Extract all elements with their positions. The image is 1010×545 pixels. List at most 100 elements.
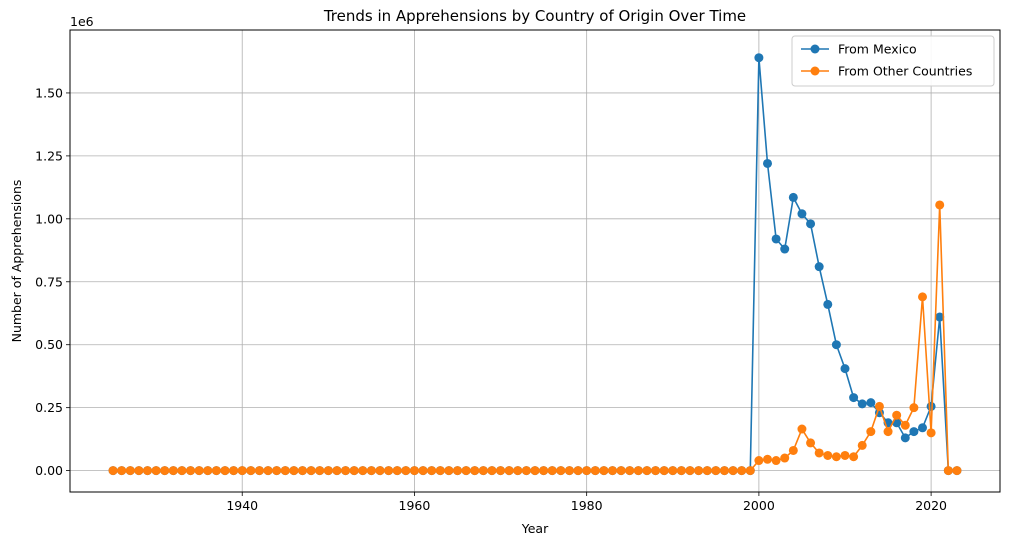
data-point xyxy=(384,466,394,476)
data-point xyxy=(780,453,790,463)
data-point xyxy=(186,466,196,476)
data-point xyxy=(745,466,755,476)
data-point xyxy=(254,466,264,476)
y-tick-label: 0.75 xyxy=(35,274,63,289)
data-point xyxy=(177,466,187,476)
data-point xyxy=(461,466,471,476)
y-tick-label: 1.50 xyxy=(35,85,63,100)
data-point xyxy=(866,398,876,408)
data-point xyxy=(935,200,945,210)
data-point xyxy=(840,450,850,460)
legend-label-mexico: From Mexico xyxy=(838,42,917,57)
legend-box xyxy=(791,35,995,87)
data-point xyxy=(564,466,574,476)
data-point xyxy=(788,192,798,202)
data-point xyxy=(719,466,729,476)
data-point xyxy=(401,466,411,476)
data-point xyxy=(737,466,747,476)
data-point xyxy=(358,466,368,476)
data-point xyxy=(883,427,893,437)
data-point xyxy=(409,466,419,476)
data-point xyxy=(453,466,462,476)
data-point xyxy=(470,466,480,476)
data-point xyxy=(831,452,841,462)
data-point xyxy=(926,401,936,411)
data-point xyxy=(125,466,135,476)
data-point xyxy=(435,466,445,476)
x-tick-label: 1980 xyxy=(571,498,603,513)
data-point xyxy=(306,466,316,476)
data-point xyxy=(530,466,540,476)
data-point xyxy=(694,466,704,476)
y-tick-label: 0.50 xyxy=(35,337,63,352)
data-point xyxy=(797,209,807,219)
data-point xyxy=(220,466,230,476)
data-point xyxy=(117,466,127,476)
data-point xyxy=(315,466,325,476)
data-point xyxy=(478,466,488,476)
data-point xyxy=(366,466,376,476)
data-point xyxy=(590,466,600,476)
data-point xyxy=(771,456,781,466)
data-point xyxy=(840,364,850,374)
data-point xyxy=(814,262,824,272)
data-point xyxy=(788,445,798,455)
data-point xyxy=(831,340,841,350)
data-point xyxy=(849,452,859,462)
data-point xyxy=(642,466,652,476)
data-point xyxy=(289,466,299,476)
data-point xyxy=(857,399,867,409)
y-tick-label: 0.00 xyxy=(35,463,63,478)
data-point xyxy=(134,466,144,476)
data-point xyxy=(341,466,351,476)
data-point xyxy=(375,466,385,476)
data-point xyxy=(418,466,428,476)
legend: From Mexico From Other Countries xyxy=(791,35,995,87)
data-point xyxy=(900,420,910,430)
y-axis-title: Number of Apprehensions xyxy=(9,180,24,343)
data-point xyxy=(513,466,523,476)
data-point xyxy=(298,466,307,476)
y-tick-label: 1.00 xyxy=(35,211,63,226)
data-point xyxy=(676,466,686,476)
data-point xyxy=(625,466,635,476)
data-point xyxy=(608,466,617,476)
data-point xyxy=(246,466,256,476)
data-point xyxy=(323,466,333,476)
x-tick-label: 1960 xyxy=(399,498,431,513)
series-2 xyxy=(108,200,962,476)
data-point xyxy=(909,403,919,413)
data-point xyxy=(874,401,884,411)
data-point xyxy=(918,423,927,433)
data-point xyxy=(892,410,902,420)
data-point xyxy=(909,427,919,437)
data-point xyxy=(211,466,221,476)
data-point xyxy=(392,466,402,476)
data-point xyxy=(194,466,204,476)
data-point xyxy=(780,244,790,254)
series-layer xyxy=(108,53,962,476)
legend-marker-mexico xyxy=(810,44,820,54)
data-point xyxy=(168,466,178,476)
data-point xyxy=(556,466,566,476)
data-point xyxy=(444,466,454,476)
data-point xyxy=(263,466,273,476)
data-point xyxy=(900,433,910,443)
y-axis: 0.00 0.25 0.50 0.75 1.00 1.25 1.50 xyxy=(35,85,70,478)
y-offset-label: 1e6 xyxy=(70,14,94,29)
data-point xyxy=(487,466,497,476)
data-point xyxy=(823,299,833,309)
data-point xyxy=(866,427,876,437)
data-point xyxy=(539,466,549,476)
data-point xyxy=(599,466,609,476)
data-point xyxy=(229,466,239,476)
y-tick-label: 0.25 xyxy=(35,400,63,415)
data-point xyxy=(272,466,282,476)
data-point xyxy=(108,466,118,476)
data-point xyxy=(952,466,962,476)
data-point xyxy=(633,466,643,476)
data-point xyxy=(496,466,506,476)
data-point xyxy=(754,53,764,63)
data-point xyxy=(763,158,772,168)
